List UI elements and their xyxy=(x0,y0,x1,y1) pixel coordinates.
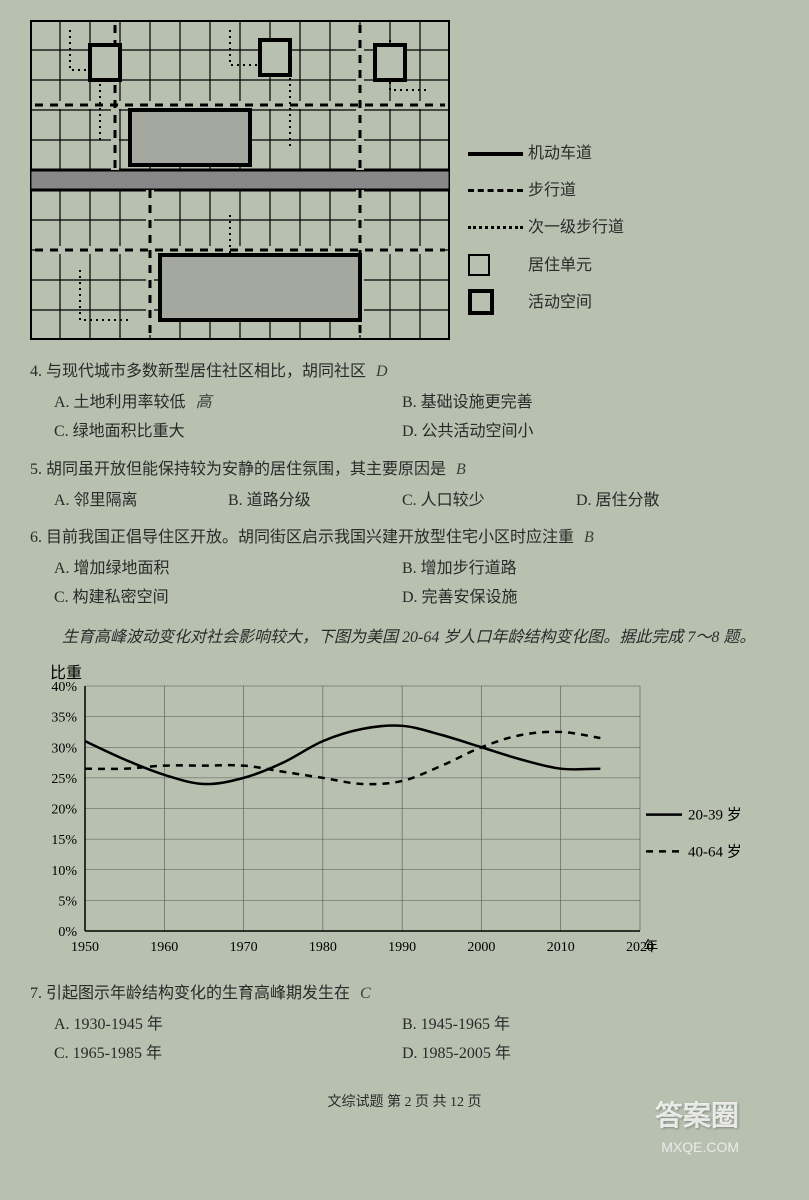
q6-stem: 6. 目前我国正倡导住区开放。胡同街区启示我国兴建开放型住宅小区时应注重 xyxy=(30,529,574,546)
legend-symbol-dash xyxy=(468,189,528,192)
legend-row: 机动车道 xyxy=(468,140,624,167)
question-7: 7. 引起图示年龄结构变化的生育高峰期发生在 C xyxy=(30,980,779,1007)
map-section: 机动车道 步行道 次一级步行道 居住单元 活动空间 xyxy=(30,20,779,340)
svg-text:20-39 岁: 20-39 岁 xyxy=(688,806,742,823)
svg-text:10%: 10% xyxy=(51,863,77,878)
q5-opt-c: C. 人口较少 xyxy=(402,487,576,514)
legend-symbol-square-bold xyxy=(468,289,528,315)
question-4: 4. 与现代城市多数新型居住社区相比，胡同社区 D xyxy=(30,358,779,385)
handwritten-answer: B xyxy=(584,529,594,546)
handwritten-answer: B xyxy=(456,461,466,478)
handwritten-answer: D xyxy=(376,363,388,380)
legend-label: 机动车道 xyxy=(528,140,592,167)
svg-text:20%: 20% xyxy=(51,802,77,817)
legend-label: 步行道 xyxy=(528,177,576,204)
watermark-mxe: MXQE.COM xyxy=(661,1136,739,1160)
q7-opt-d: D. 1985-2005 年 xyxy=(402,1040,750,1067)
opt-text: A. 土地利用率较低 xyxy=(54,394,186,411)
svg-text:35%: 35% xyxy=(51,710,77,725)
svg-text:15%: 15% xyxy=(51,833,77,848)
q7-opt-c: C. 1965-1985 年 xyxy=(54,1040,402,1067)
legend-symbol-dot xyxy=(468,226,528,229)
svg-text:25%: 25% xyxy=(51,772,77,787)
svg-text:1990: 1990 xyxy=(388,940,416,955)
handwritten-note: 高 xyxy=(196,394,212,411)
legend-row: 步行道 xyxy=(468,177,624,204)
q6-opt-c: C. 构建私密空间 xyxy=(54,584,402,611)
line-chart-svg: 比重0%5%10%15%20%25%30%35%40%1950196019701… xyxy=(30,661,750,961)
svg-text:1980: 1980 xyxy=(309,940,337,955)
legend-label: 活动空间 xyxy=(528,289,592,316)
svg-text:1950: 1950 xyxy=(71,940,99,955)
legend-label: 居住单元 xyxy=(528,252,592,279)
page-root: { "map": { "legend": [ {"label": "机动车道",… xyxy=(30,20,779,1170)
question-5: 5. 胡同虽开放但能保持较为安静的居住氛围，其主要原因是 B xyxy=(30,456,779,483)
legend-row: 活动空间 xyxy=(468,289,624,316)
handwritten-answer: C xyxy=(360,985,371,1002)
q7-options: A. 1930-1945 年 B. 1945-1965 年 C. 1965-19… xyxy=(54,1011,779,1069)
q5-opt-b: B. 道路分级 xyxy=(228,487,402,514)
svg-text:0%: 0% xyxy=(58,925,77,940)
legend-symbol-solid xyxy=(468,152,528,156)
svg-text:40-64 岁: 40-64 岁 xyxy=(688,843,742,860)
q7-opt-a: A. 1930-1945 年 xyxy=(54,1011,402,1038)
legend-row: 居住单元 xyxy=(468,252,624,279)
legend-symbol-square xyxy=(468,254,528,276)
q6-opt-a: A. 增加绿地面积 xyxy=(54,555,402,582)
svg-text:1960: 1960 xyxy=(150,940,178,955)
population-chart: 比重0%5%10%15%20%25%30%35%40%1950196019701… xyxy=(30,661,779,970)
svg-text:1970: 1970 xyxy=(230,940,258,955)
q4-opt-a: A. 土地利用率较低 高 xyxy=(54,389,402,416)
svg-text:30%: 30% xyxy=(51,741,77,756)
q5-opt-d: D. 居住分散 xyxy=(576,487,750,514)
q4-opt-b: B. 基础设施更完善 xyxy=(402,389,750,416)
watermark-daanquan: 答案圈 xyxy=(655,1092,739,1140)
q7-stem: 7. 引起图示年龄结构变化的生育高峰期发生在 xyxy=(30,985,350,1002)
svg-text:5%: 5% xyxy=(58,894,77,909)
q5-options: A. 邻里隔离 B. 道路分级 C. 人口较少 D. 居住分散 xyxy=(54,487,779,516)
q6-options: A. 增加绿地面积 B. 增加步行道路 C. 构建私密空间 D. 完善安保设施 xyxy=(54,555,779,613)
map-legend: 机动车道 步行道 次一级步行道 居住单元 活动空间 xyxy=(468,140,624,326)
passage-7-8: 生育高峰波动变化对社会影响较大，下图为美国 20-64 岁人口年龄结构变化图。据… xyxy=(30,624,779,651)
q4-stem: 4. 与现代城市多数新型居住社区相比，胡同社区 xyxy=(30,363,366,380)
q4-opt-d: D. 公共活动空间小 xyxy=(402,418,750,445)
q4-opt-c: C. 绿地面积比重大 xyxy=(54,418,402,445)
hutong-map xyxy=(30,20,450,340)
question-6: 6. 目前我国正倡导住区开放。胡同街区启示我国兴建开放型住宅小区时应注重 B xyxy=(30,524,779,551)
q4-options: A. 土地利用率较低 高 B. 基础设施更完善 C. 绿地面积比重大 D. 公共… xyxy=(54,389,779,447)
q6-opt-b: B. 增加步行道路 xyxy=(402,555,750,582)
svg-text:年: 年 xyxy=(644,939,658,955)
q6-opt-d: D. 完善安保设施 xyxy=(402,584,750,611)
q5-stem: 5. 胡同虽开放但能保持较为安静的居住氛围，其主要原因是 xyxy=(30,461,446,478)
svg-text:40%: 40% xyxy=(51,680,77,695)
legend-row: 次一级步行道 xyxy=(468,214,624,241)
q7-opt-b: B. 1945-1965 年 xyxy=(402,1011,750,1038)
svg-text:2010: 2010 xyxy=(547,940,575,955)
legend-label: 次一级步行道 xyxy=(528,214,624,241)
svg-text:2000: 2000 xyxy=(467,940,495,955)
q5-opt-a: A. 邻里隔离 xyxy=(54,487,228,514)
